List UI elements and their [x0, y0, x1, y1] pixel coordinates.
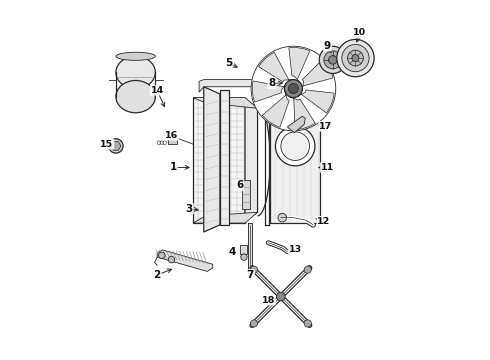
Bar [270, 83, 320, 223]
Text: 15: 15 [100, 140, 114, 149]
Text: 6: 6 [236, 180, 243, 190]
Polygon shape [262, 90, 289, 127]
Polygon shape [289, 48, 310, 83]
Circle shape [281, 132, 310, 161]
Circle shape [159, 252, 165, 258]
Circle shape [352, 54, 359, 62]
Ellipse shape [116, 52, 155, 60]
Polygon shape [157, 250, 213, 271]
Polygon shape [220, 90, 229, 225]
Circle shape [250, 266, 258, 273]
Circle shape [275, 126, 315, 166]
Bar [240, 244, 247, 253]
Circle shape [109, 139, 123, 153]
Circle shape [337, 40, 374, 77]
Text: 18: 18 [262, 296, 275, 305]
Polygon shape [252, 81, 287, 102]
Circle shape [215, 198, 221, 205]
Polygon shape [199, 72, 270, 92]
Circle shape [251, 46, 336, 131]
Circle shape [342, 44, 369, 72]
Text: 4: 4 [229, 247, 236, 257]
Polygon shape [204, 87, 220, 232]
Ellipse shape [116, 81, 155, 113]
Text: 10: 10 [353, 28, 367, 37]
Text: 5: 5 [225, 58, 232, 68]
Polygon shape [297, 90, 334, 113]
Circle shape [304, 320, 311, 327]
Polygon shape [111, 141, 121, 150]
Text: 14: 14 [150, 86, 164, 95]
Polygon shape [193, 98, 258, 108]
Circle shape [304, 266, 311, 273]
Text: 17: 17 [319, 122, 332, 131]
Circle shape [276, 292, 285, 301]
Circle shape [285, 80, 302, 98]
Polygon shape [287, 116, 305, 133]
Text: 11: 11 [321, 163, 334, 172]
Circle shape [168, 256, 175, 263]
Circle shape [319, 46, 346, 73]
Polygon shape [259, 52, 294, 82]
Circle shape [324, 51, 342, 69]
Bar [168, 138, 177, 144]
Text: 9: 9 [324, 41, 331, 50]
Circle shape [329, 55, 337, 64]
Polygon shape [245, 101, 258, 220]
Circle shape [289, 84, 298, 94]
Polygon shape [302, 59, 333, 91]
Text: 2: 2 [153, 270, 161, 280]
Text: 8: 8 [268, 78, 275, 88]
Bar [193, 98, 245, 223]
Circle shape [278, 213, 287, 222]
Text: 3: 3 [186, 204, 193, 214]
Text: 13: 13 [289, 246, 302, 255]
Bar [242, 180, 250, 209]
Text: 1: 1 [170, 162, 177, 172]
Circle shape [250, 320, 258, 327]
Polygon shape [270, 80, 327, 83]
Polygon shape [193, 212, 258, 223]
Circle shape [212, 195, 224, 208]
Polygon shape [289, 96, 315, 130]
Text: 16: 16 [165, 131, 178, 140]
Text: 12: 12 [317, 217, 331, 226]
Circle shape [347, 50, 364, 66]
Ellipse shape [116, 56, 155, 89]
Circle shape [241, 254, 247, 260]
Text: 7: 7 [246, 270, 254, 280]
